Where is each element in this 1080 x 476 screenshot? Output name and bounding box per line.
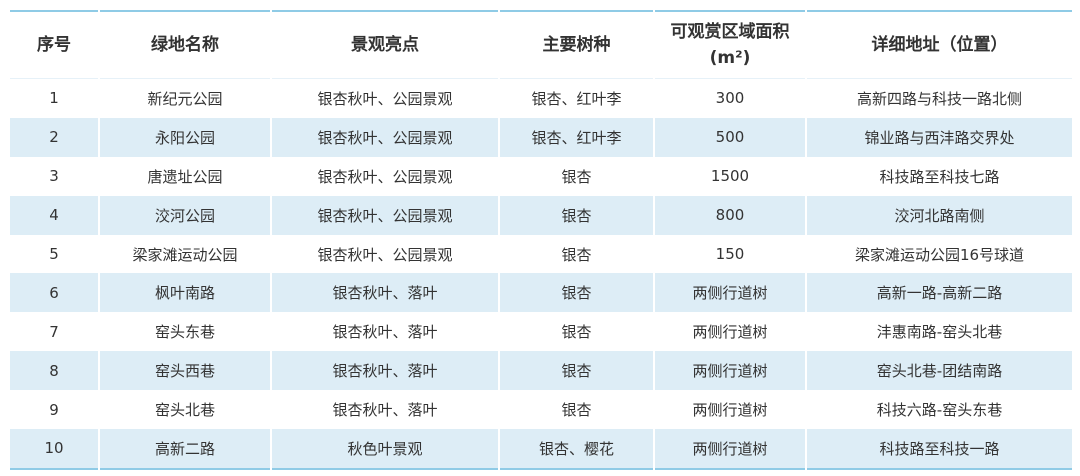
- cell-name: 梁家滩运动公园: [98, 234, 272, 274]
- cell-tree-species: 银杏: [498, 195, 655, 235]
- cell-tree-species: 银杏: [498, 273, 655, 313]
- cell-name: 唐遗址公园: [98, 156, 272, 196]
- cell-index: 7: [8, 312, 100, 352]
- green-space-table-container: 序号 绿地名称 景观亮点 主要树种 可观赏区域面积 (m²) 详细地址（位置） 1…: [8, 10, 1074, 470]
- cell-name: 枫叶南路: [98, 273, 272, 313]
- header-area-unit: (m²): [709, 48, 751, 68]
- cell-area: 两侧行道树: [653, 429, 807, 469]
- cell-area: 两侧行道树: [653, 273, 807, 313]
- cell-tree-species: 银杏、樱花: [498, 429, 655, 469]
- cell-highlight: 银杏秋叶、公园景观: [270, 117, 500, 157]
- cell-highlight: 银杏秋叶、公园景观: [270, 195, 500, 235]
- table-row: 3 唐遗址公园 银杏秋叶、公园景观 银杏 1500 科技路至科技七路: [8, 156, 1074, 196]
- table-row: 9 窑头北巷 银杏秋叶、落叶 银杏 两侧行道树 科技六路-窑头东巷: [8, 390, 1074, 430]
- cell-highlight: 银杏秋叶、落叶: [270, 351, 500, 391]
- cell-index: 1: [8, 78, 100, 118]
- cell-highlight: 银杏秋叶、落叶: [270, 390, 500, 430]
- cell-address: 高新一路-高新二路: [805, 273, 1074, 313]
- table-row: 4 洨河公园 银杏秋叶、公园景观 银杏 800 洨河北路南侧: [8, 195, 1074, 235]
- cell-area: 150: [653, 234, 807, 274]
- cell-area: 两侧行道树: [653, 312, 807, 352]
- cell-index: 4: [8, 195, 100, 235]
- cell-area: 1500: [653, 156, 807, 196]
- header-index: 序号: [8, 11, 100, 79]
- green-space-table: 序号 绿地名称 景观亮点 主要树种 可观赏区域面积 (m²) 详细地址（位置） 1…: [8, 10, 1074, 470]
- header-area-label: 可观赏区域面积: [670, 22, 790, 42]
- table-header-row: 序号 绿地名称 景观亮点 主要树种 可观赏区域面积 (m²) 详细地址（位置）: [8, 11, 1074, 79]
- cell-index: 9: [8, 390, 100, 430]
- cell-address: 沣惠南路-窑头北巷: [805, 312, 1074, 352]
- cell-address: 洨河北路南侧: [805, 195, 1074, 235]
- cell-name: 窑头西巷: [98, 351, 272, 391]
- cell-area: 800: [653, 195, 807, 235]
- cell-index: 2: [8, 117, 100, 157]
- cell-index: 3: [8, 156, 100, 196]
- cell-highlight: 银杏秋叶、公园景观: [270, 78, 500, 118]
- cell-tree-species: 银杏: [498, 390, 655, 430]
- cell-tree-species: 银杏: [498, 156, 655, 196]
- cell-tree-species: 银杏: [498, 234, 655, 274]
- cell-name: 新纪元公园: [98, 78, 272, 118]
- cell-highlight: 银杏秋叶、落叶: [270, 312, 500, 352]
- cell-highlight: 银杏秋叶、落叶: [270, 273, 500, 313]
- cell-area: 两侧行道树: [653, 390, 807, 430]
- cell-address: 科技路至科技七路: [805, 156, 1074, 196]
- table-row: 2 永阳公园 银杏秋叶、公园景观 银杏、红叶李 500 锦业路与西沣路交界处: [8, 117, 1074, 157]
- cell-highlight: 秋色叶景观: [270, 429, 500, 469]
- cell-index: 6: [8, 273, 100, 313]
- cell-address: 梁家滩运动公园16号球道: [805, 234, 1074, 274]
- table-row: 8 窑头西巷 银杏秋叶、落叶 银杏 两侧行道树 窑头北巷-团结南路: [8, 351, 1074, 391]
- cell-address: 锦业路与西沣路交界处: [805, 117, 1074, 157]
- cell-name: 高新二路: [98, 429, 272, 469]
- cell-name: 永阳公园: [98, 117, 272, 157]
- cell-address: 高新四路与科技一路北侧: [805, 78, 1074, 118]
- cell-index: 5: [8, 234, 100, 274]
- cell-highlight: 银杏秋叶、公园景观: [270, 156, 500, 196]
- table-row: 1 新纪元公园 银杏秋叶、公园景观 银杏、红叶李 300 高新四路与科技一路北侧: [8, 78, 1074, 118]
- cell-area: 300: [653, 78, 807, 118]
- table-row: 10 高新二路 秋色叶景观 银杏、樱花 两侧行道树 科技路至科技一路: [8, 429, 1074, 469]
- header-tree-species: 主要树种: [498, 11, 655, 79]
- table-row: 5 梁家滩运动公园 银杏秋叶、公园景观 银杏 150 梁家滩运动公园16号球道: [8, 234, 1074, 274]
- cell-address: 科技六路-窑头东巷: [805, 390, 1074, 430]
- cell-area: 500: [653, 117, 807, 157]
- cell-name: 窑头北巷: [98, 390, 272, 430]
- cell-tree-species: 银杏、红叶李: [498, 117, 655, 157]
- cell-tree-species: 银杏: [498, 351, 655, 391]
- header-highlight: 景观亮点: [270, 11, 500, 79]
- header-name: 绿地名称: [98, 11, 272, 79]
- table-row: 7 窑头东巷 银杏秋叶、落叶 银杏 两侧行道树 沣惠南路-窑头北巷: [8, 312, 1074, 352]
- cell-name: 洨河公园: [98, 195, 272, 235]
- cell-index: 10: [8, 429, 100, 469]
- cell-name: 窑头东巷: [98, 312, 272, 352]
- cell-index: 8: [8, 351, 100, 391]
- cell-tree-species: 银杏: [498, 312, 655, 352]
- cell-address: 窑头北巷-团结南路: [805, 351, 1074, 391]
- cell-tree-species: 银杏、红叶李: [498, 78, 655, 118]
- table-row: 6 枫叶南路 银杏秋叶、落叶 银杏 两侧行道树 高新一路-高新二路: [8, 273, 1074, 313]
- cell-address: 科技路至科技一路: [805, 429, 1074, 469]
- cell-area: 两侧行道树: [653, 351, 807, 391]
- cell-highlight: 银杏秋叶、公园景观: [270, 234, 500, 274]
- header-address: 详细地址（位置）: [805, 11, 1074, 79]
- header-area: 可观赏区域面积 (m²): [653, 11, 807, 79]
